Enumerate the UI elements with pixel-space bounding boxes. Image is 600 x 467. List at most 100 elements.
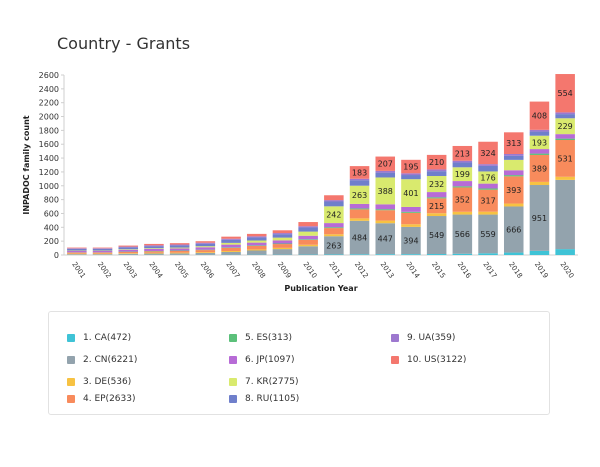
legend-item-ru[interactable]: 8. RU(1105) <box>229 394 299 404</box>
bar-segment <box>555 74 575 113</box>
bar-segment <box>478 183 498 189</box>
legend-swatch-ca <box>67 334 75 342</box>
bar-segment <box>246 236 267 238</box>
bar-segment <box>426 176 447 193</box>
bar-segment <box>426 169 447 172</box>
legend-item-de[interactable]: 3. DE(536) <box>67 377 131 387</box>
legend-item-jp[interactable]: 6. JP(1097) <box>229 355 294 365</box>
bar-segment <box>169 252 190 254</box>
bar-segment <box>452 160 473 163</box>
bar-segment <box>67 250 87 253</box>
bar-segment <box>452 187 473 212</box>
bar-segment <box>503 176 524 204</box>
bar-segment <box>555 140 575 177</box>
y-tick-label: 1800 <box>39 126 59 135</box>
legend-label-ua: 9. UA(359) <box>407 333 456 343</box>
bar-segment <box>426 254 447 255</box>
bar-segment <box>324 200 344 202</box>
y-tick-label: 1400 <box>39 154 59 163</box>
bar-segment <box>503 153 524 156</box>
bar-segment <box>246 245 267 250</box>
data-label: 324 <box>480 149 495 158</box>
bar-segment <box>555 114 575 119</box>
bar-segment <box>92 250 113 253</box>
legend-swatch-jp <box>229 356 237 364</box>
legend-item-cn[interactable]: 2. CN(6221) <box>67 355 137 365</box>
legend-swatch-us <box>391 356 399 364</box>
bar-segment <box>426 171 447 177</box>
legend-label-ep: 4. EP(2633) <box>83 394 136 404</box>
legend-item-us[interactable]: 10. US(3122) <box>391 355 466 365</box>
bar-segment <box>324 234 344 237</box>
bar-segment <box>195 241 216 243</box>
bar-segment <box>529 181 550 186</box>
bar-segment <box>144 248 164 249</box>
bar-segment <box>375 177 396 205</box>
bar-segment <box>324 236 344 255</box>
bar-segment <box>246 233 267 237</box>
bar-segment <box>324 228 344 235</box>
bar-segment <box>401 212 421 225</box>
data-label: 232 <box>429 180 444 189</box>
bar-segment <box>452 167 473 182</box>
bar-segment <box>272 247 293 250</box>
bar-segment <box>375 223 396 255</box>
bar-segment <box>401 224 421 227</box>
legend-item-ca[interactable]: 1. CA(472) <box>67 333 131 343</box>
bar-segment <box>246 237 267 241</box>
bar-segment <box>426 197 447 199</box>
bar-segment <box>529 185 550 251</box>
bar-segment <box>144 251 164 253</box>
legend: 1. CA(472) 2. CN(6221) 3. DE(536) 4. EP(… <box>48 311 550 415</box>
legend-label-de: 3. DE(536) <box>83 377 132 387</box>
data-label: 566 <box>455 230 470 239</box>
bar-segment <box>221 250 241 252</box>
bar-segment <box>375 254 396 255</box>
bar-segment <box>92 247 113 249</box>
bar-segment <box>401 206 421 212</box>
legend-swatch-ep <box>67 395 75 403</box>
bar-segment <box>221 242 241 245</box>
data-label: 263 <box>352 191 367 200</box>
legend-item-es[interactable]: 5. ES(313) <box>229 333 292 343</box>
bar-segment <box>503 155 524 160</box>
data-label: 352 <box>455 196 470 205</box>
legend-swatch-es <box>229 334 237 342</box>
data-label: 195 <box>403 163 418 172</box>
bar-segment <box>324 195 344 201</box>
bar-segment <box>144 252 164 254</box>
legend-swatch-de <box>67 378 75 386</box>
bar-segment <box>452 145 473 161</box>
bar-segment <box>349 208 370 210</box>
bar-segment <box>169 243 190 245</box>
bar-segment <box>529 135 550 150</box>
legend-item-kr[interactable]: 7. KR(2775) <box>229 377 299 387</box>
bar-segment <box>529 250 550 255</box>
x-tick-label: 2012 <box>353 261 370 280</box>
data-label: 229 <box>558 122 573 131</box>
bar-segment <box>478 171 498 184</box>
legend-item-ep[interactable]: 4. EP(2633) <box>67 394 136 404</box>
bar-segment <box>246 245 267 246</box>
legend-item-ua[interactable]: 9. UA(359) <box>391 333 455 343</box>
bar-segment <box>478 141 498 165</box>
data-label: 554 <box>558 89 573 98</box>
data-label: 242 <box>326 211 341 220</box>
data-label: 210 <box>429 158 444 167</box>
bar-segment <box>478 164 498 166</box>
x-tick-label: 2007 <box>224 261 241 280</box>
bar-segment <box>529 153 550 155</box>
bar-segment <box>452 253 473 255</box>
bar-segment <box>452 186 473 188</box>
bar-segment <box>221 247 241 251</box>
bar-segment <box>298 246 318 255</box>
x-tick-label: 2018 <box>507 261 524 280</box>
y-tick-label: 1200 <box>39 168 59 177</box>
bar-segment <box>118 251 139 254</box>
x-tick-label: 2017 <box>481 261 498 280</box>
bar-segment <box>529 149 550 154</box>
bar-segment <box>375 204 396 210</box>
bar-segment <box>67 248 87 249</box>
bar-segment <box>529 129 550 132</box>
bar-segment <box>349 218 370 221</box>
